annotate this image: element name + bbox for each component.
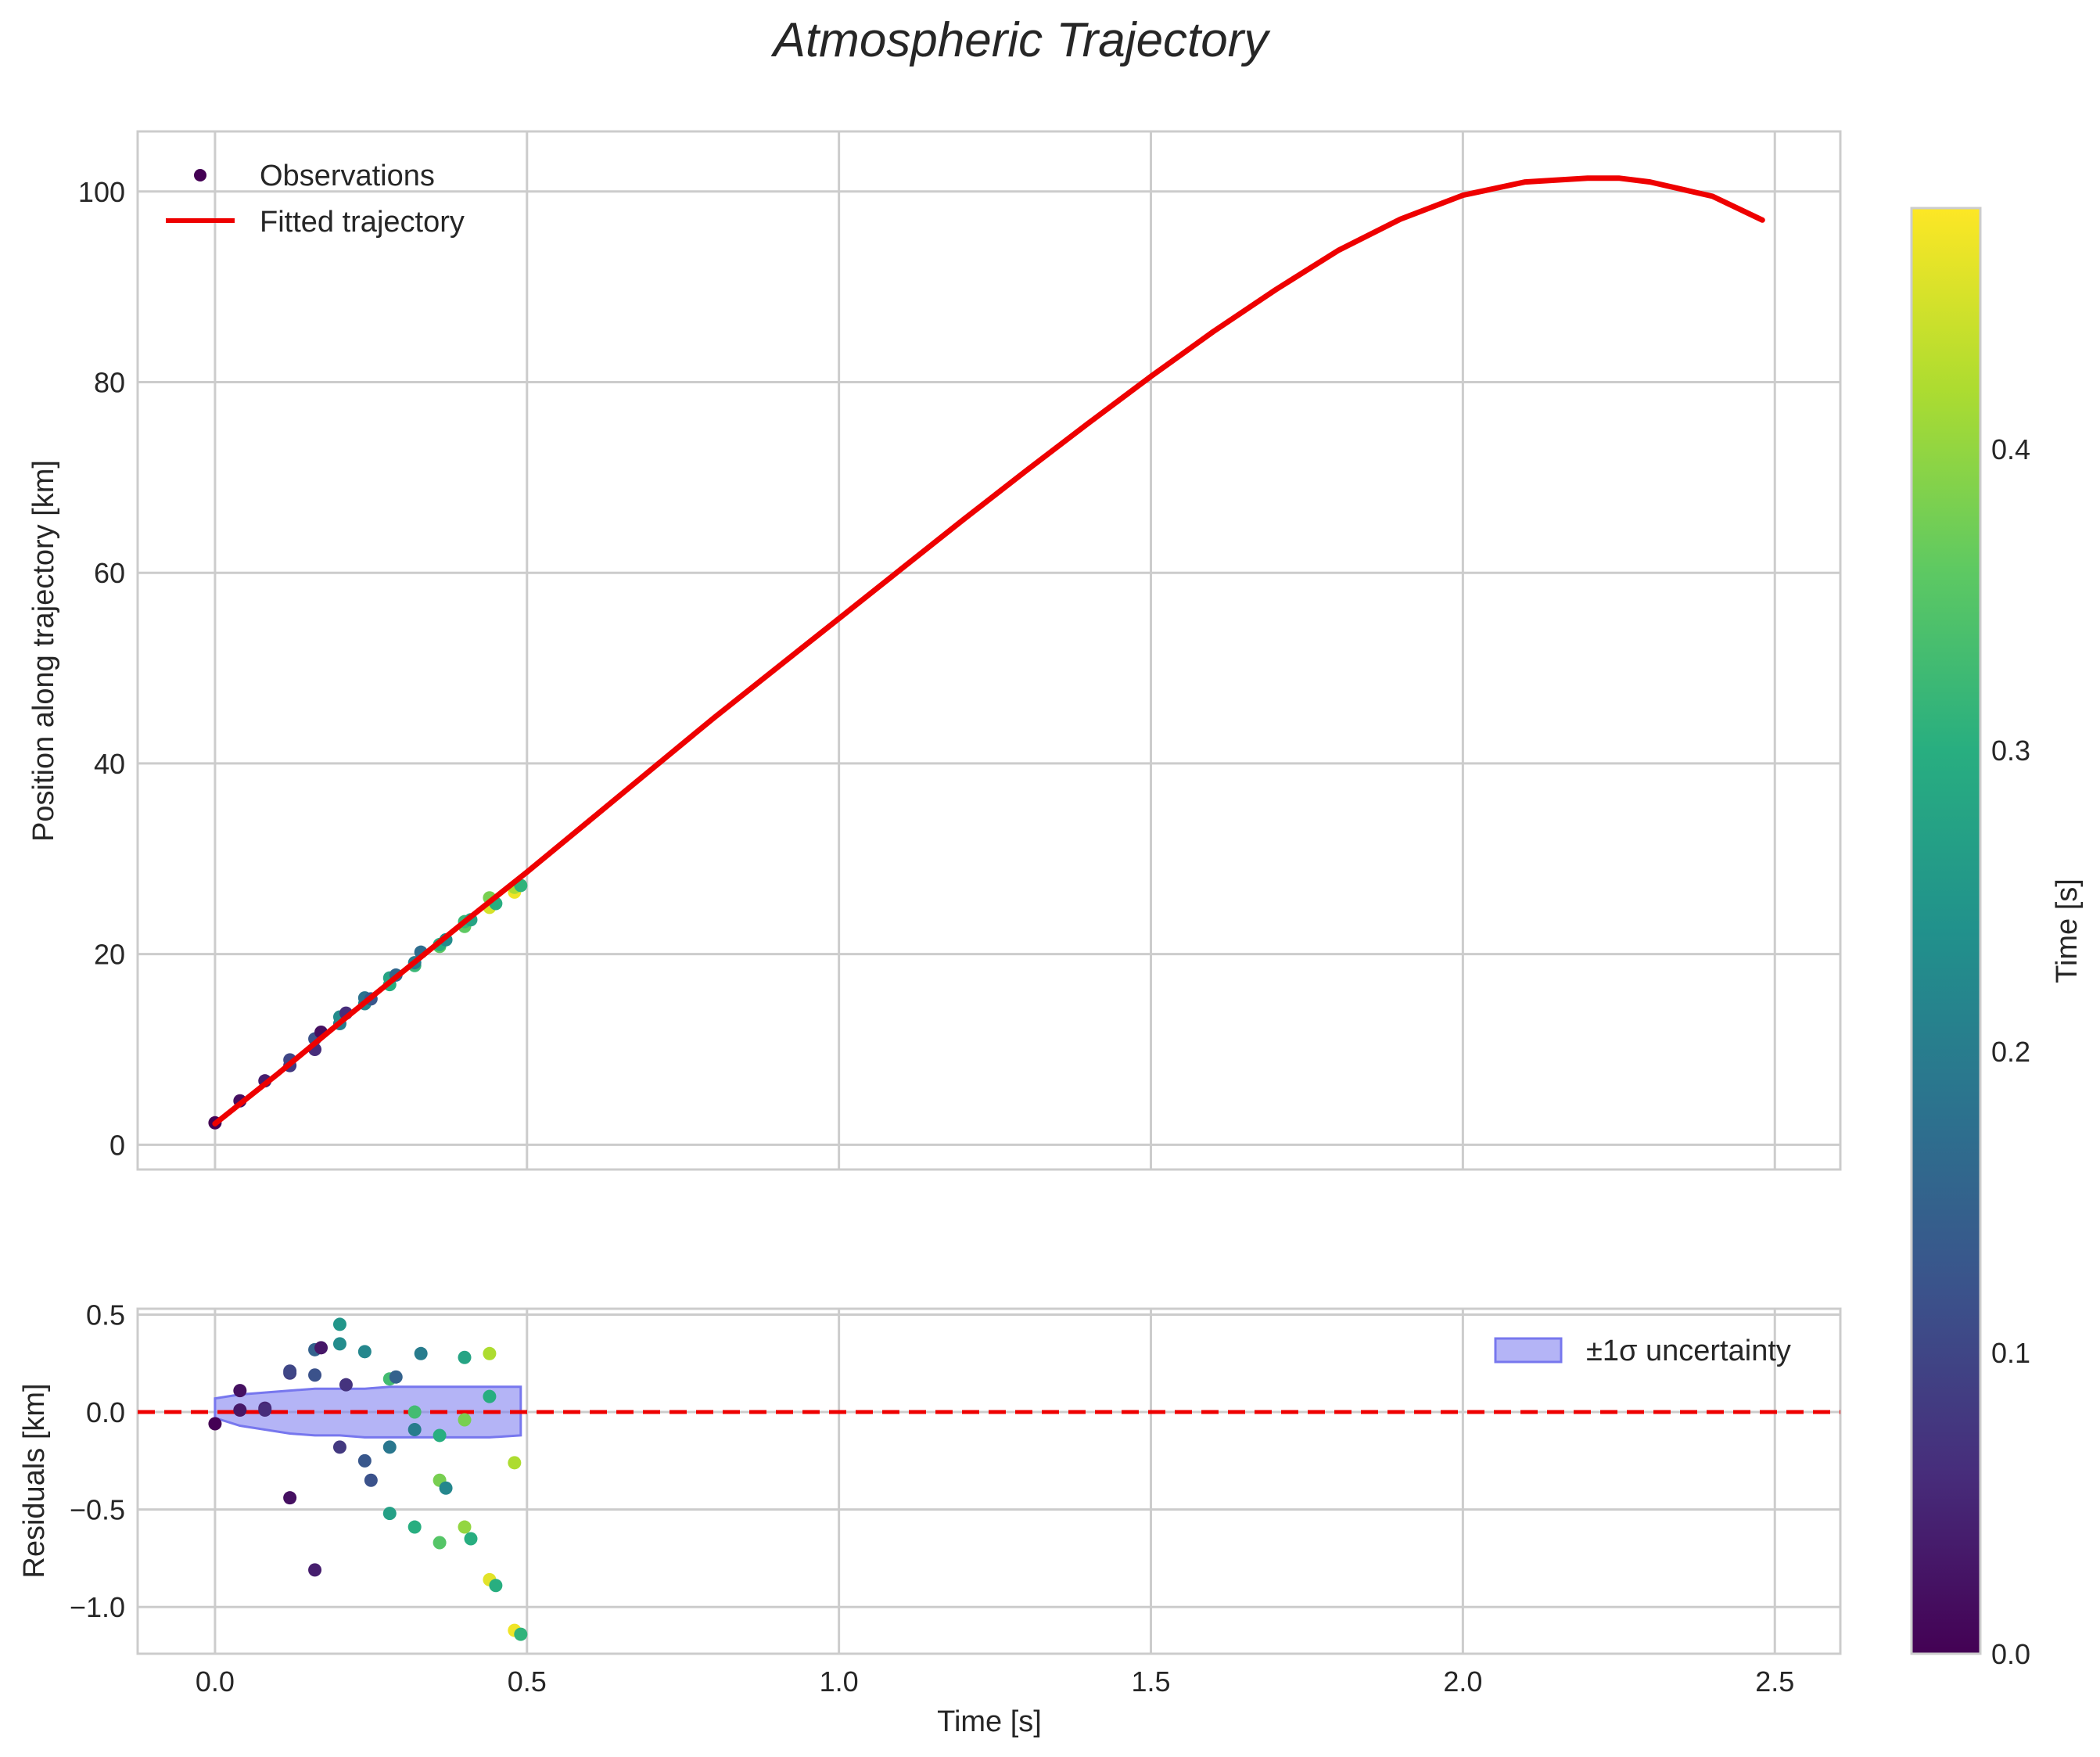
residual-point <box>364 1473 378 1487</box>
residual-point <box>332 1317 346 1331</box>
residual-point <box>332 1337 346 1351</box>
x-tick-label: 2.5 <box>1755 1665 1794 1698</box>
top-y-axis-label: Position along trajectory [km] <box>27 460 60 842</box>
chart-title: Atmospheric Trajectory <box>770 13 1272 67</box>
residual-point <box>483 1346 497 1360</box>
bottom-legend: ±1σ uncertainty <box>1494 1335 1791 1367</box>
top-legend: Observations Fitted trajectory <box>166 160 465 239</box>
legend-fitted-label: Fitted trajectory <box>260 206 465 239</box>
x-tick-label: 2.0 <box>1443 1665 1482 1698</box>
colorbar-ticks: 0.0 0.1 0.2 0.3 0.4 <box>1991 433 2030 1670</box>
residual-point <box>439 1481 453 1495</box>
residual-point <box>414 1346 428 1360</box>
bottom-panel-frame <box>136 1307 1842 1655</box>
top-y-tick-label: 20 <box>94 939 125 971</box>
residual-point <box>233 1403 247 1417</box>
residual-point <box>314 1341 328 1355</box>
residual-point <box>258 1403 272 1417</box>
residual-point <box>283 1364 297 1378</box>
residual-point <box>308 1368 322 1382</box>
residual-point <box>464 1532 478 1546</box>
residual-point <box>407 1405 422 1419</box>
residual-point <box>357 1453 372 1468</box>
residual-point <box>407 1422 422 1436</box>
residual-point <box>233 1384 247 1398</box>
residual-point <box>332 1440 346 1454</box>
bottom-panel-gridlines <box>138 1309 1840 1654</box>
top-y-tick-label: 100 <box>78 176 125 208</box>
bottom-plot-marks <box>138 1317 1840 1641</box>
x-axis-label: Time [s] <box>937 1705 1042 1738</box>
residual-point <box>458 1520 472 1534</box>
top-y-tick-label: 60 <box>94 557 125 589</box>
bottom-y-tick-label: 0.0 <box>86 1396 125 1428</box>
x-tick-label: 1.5 <box>1131 1665 1170 1698</box>
top-y-ticks: 0 20 40 60 80 100 <box>78 176 125 1162</box>
top-y-tick-label: 40 <box>94 748 125 780</box>
x-tick-label: 0.0 <box>196 1665 235 1698</box>
residual-point <box>382 1440 397 1454</box>
uncertainty-band <box>214 1385 522 1439</box>
residual-point <box>407 1520 422 1534</box>
residual-point <box>514 1627 528 1641</box>
colorbar-tick-label: 0.2 <box>1991 1036 2030 1068</box>
bottom-y-ticks: 0.5 0.0 −0.5 −1.0 <box>70 1299 125 1623</box>
residual-point <box>389 1370 403 1384</box>
residual-point <box>308 1563 322 1577</box>
residual-point <box>458 1413 472 1427</box>
colorbar-label: Time [s] <box>2051 878 2084 983</box>
top-panel-frame <box>136 130 1842 1171</box>
x-tick-label: 0.5 <box>508 1665 547 1698</box>
colorbar: 0.0 0.1 0.2 0.3 0.4 Time [s] <box>1910 207 2084 1670</box>
residual-point <box>357 1345 372 1359</box>
top-y-tick-label: 0 <box>109 1129 125 1161</box>
bottom-y-axis-label: Residuals [km] <box>18 1383 51 1578</box>
residual-point <box>489 1579 503 1593</box>
colorbar-tick-label: 0.3 <box>1991 735 2030 767</box>
colorbar-gradient <box>1910 207 1982 1655</box>
top-panel-gridlines <box>138 131 1840 1170</box>
colorbar-tick-label: 0.1 <box>1991 1337 2030 1369</box>
residual-point <box>339 1378 353 1392</box>
colorbar-tick-label: 0.4 <box>1991 433 2030 465</box>
x-tick-label: 1.0 <box>820 1665 859 1698</box>
fitted-trajectory-line <box>212 175 1765 1126</box>
bottom-x-ticks: 0.0 0.5 1.0 1.5 2.0 2.5 <box>196 1665 1794 1698</box>
residual-point <box>508 1456 522 1470</box>
top-y-tick-label: 80 <box>94 366 125 398</box>
legend-observations-label: Observations <box>260 160 435 192</box>
legend-observations-marker <box>194 169 206 181</box>
residual-point <box>458 1350 472 1364</box>
residual-point <box>483 1389 497 1403</box>
residual-point <box>433 1536 447 1550</box>
legend-uncertainty-label: ±1σ uncertainty <box>1586 1335 1791 1367</box>
residual-point <box>382 1507 397 1521</box>
residual-point <box>283 1491 297 1505</box>
legend-uncertainty-patch <box>1494 1337 1563 1364</box>
top-plot-marks <box>208 175 1765 1130</box>
bottom-y-tick-label: 0.5 <box>86 1299 125 1331</box>
residual-point <box>433 1428 447 1443</box>
bottom-y-tick-label: −1.0 <box>70 1591 125 1623</box>
residual-point <box>208 1417 222 1431</box>
colorbar-tick-label: 0.0 <box>1991 1638 2030 1670</box>
bottom-y-tick-label: −0.5 <box>70 1494 125 1526</box>
